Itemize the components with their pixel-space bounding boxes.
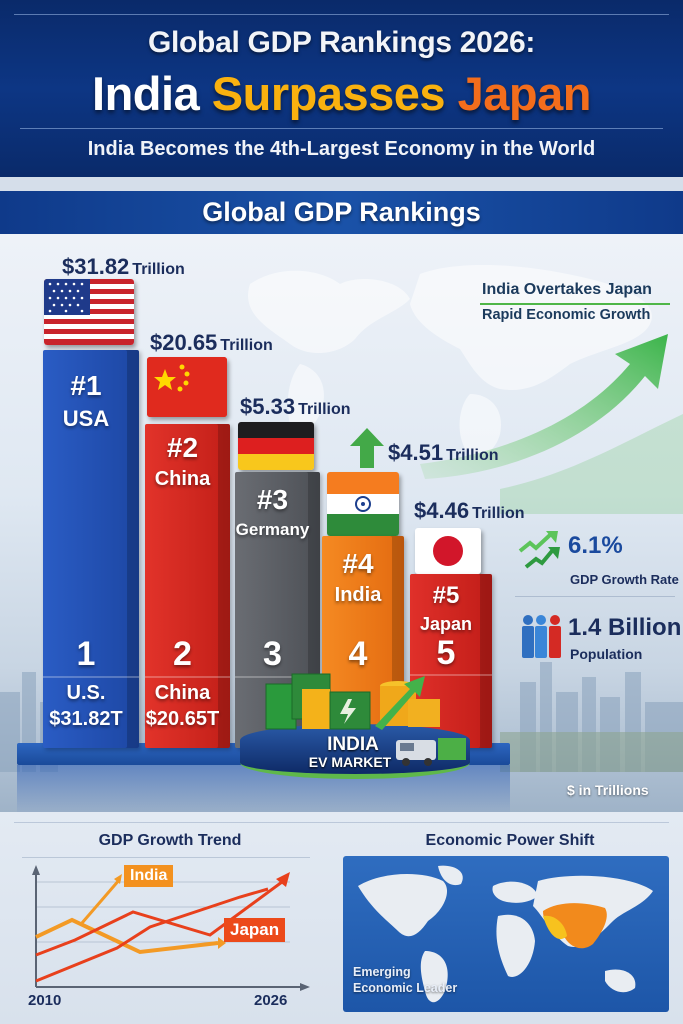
value-label-japan: $4.46 Trillion	[414, 498, 525, 523]
header-top-rule	[14, 14, 669, 15]
separator-band	[0, 177, 683, 191]
bar-japan-rank: #5	[432, 582, 460, 609]
page-subtitle: India Becomes the 4th-Largest Economy in…	[87, 138, 596, 160]
ev-market-subtitle: EV MARKET	[308, 754, 392, 770]
bar-usa-rank: #1	[70, 370, 102, 401]
value-label-germany: $5.33 Trillion	[240, 394, 351, 419]
units-note: $ in Trillions	[567, 782, 649, 798]
power-shift-caption: Emerging Economic Leader	[353, 965, 458, 995]
trend-label-india: India	[124, 865, 174, 887]
gdp-bar-chart: India Overtakes Japan Rapid Economic Gro…	[0, 234, 683, 812]
page-title-line1: Global GDP Rankings 2026:	[147, 26, 536, 59]
bar-china-short-name: China	[154, 682, 211, 704]
value-label-india: $4.51 Trillion	[388, 440, 499, 465]
germany-flag-icon	[238, 422, 314, 470]
bar-india-big-rank: 4	[348, 635, 368, 673]
ev-market-title: INDIA	[327, 734, 379, 755]
bar-usa: #1 USA 1 U.S. $31.82T	[43, 350, 139, 748]
usa-flag-icon	[44, 279, 134, 345]
trend-label-japan: Japan	[224, 918, 286, 942]
india-flag-icon	[327, 472, 399, 536]
population-label: Population	[570, 646, 643, 662]
bar-usa-big-rank: 1	[76, 635, 96, 673]
callout-subtitle: Rapid Economic Growth	[482, 307, 651, 323]
value-label-china: $20.65 Trillion	[150, 330, 273, 355]
bar-india-country: India	[334, 584, 382, 606]
growth-rate-label: GDP Growth Rate	[570, 572, 679, 587]
bar-germany-big-rank: 3	[263, 635, 282, 673]
trend-year-start: 2010	[28, 992, 62, 1009]
bar-usa-country: USA	[62, 406, 110, 431]
world-map-background	[248, 264, 652, 457]
battery-coins-icon	[265, 673, 440, 730]
bar-china-big-rank: 2	[173, 635, 192, 673]
bar-germany-rank: #3	[256, 484, 289, 515]
header-banner: Global GDP Rankings 2026: India Surpasse…	[0, 0, 683, 177]
world-map-icon	[358, 865, 653, 1003]
bar-india-rank: #4	[342, 548, 374, 579]
bar-japan-country: Japan	[419, 614, 473, 634]
header-mid-rule	[20, 128, 663, 129]
city-skyline-background	[0, 662, 683, 772]
ev-market-platform	[240, 724, 470, 779]
bottom-panels: GDP Growth Trend India Japan 2010 2026 E…	[0, 812, 683, 1024]
title-word-india: India	[92, 67, 200, 120]
section-title: Global GDP Rankings	[0, 191, 683, 234]
value-label-usa: $31.82 Trillion	[62, 254, 185, 279]
power-shift-title: Economic Power Shift	[425, 832, 595, 849]
up-arrow-icon	[350, 428, 384, 468]
trend-line-chart	[32, 865, 310, 991]
bar-china: #2 China 2 China $20.65T	[145, 424, 230, 748]
title-word-japan: Japan	[457, 67, 592, 120]
bar-china-short-value: $20.65T	[145, 708, 220, 730]
trend-year-end: 2026	[254, 992, 288, 1009]
china-flag-icon	[147, 357, 227, 417]
bar-usa-short-name: U.S.	[66, 682, 106, 704]
callout-rule	[480, 303, 670, 305]
bar-germany-country: Germany	[235, 520, 310, 539]
bar-japan-big-rank: 5	[436, 634, 456, 672]
growth-arrow-icon	[420, 334, 683, 514]
bar-china-country: China	[154, 468, 211, 490]
bar-usa-short-value: $31.82T	[49, 708, 123, 730]
japan-flag-icon	[415, 528, 481, 574]
bar-china-rank: #2	[166, 432, 199, 463]
page-title-line2: India Surpasses Japan	[0, 66, 683, 121]
title-word-surpasses: Surpasses	[211, 67, 446, 120]
trend-chart-title: GDP Growth Trend	[98, 832, 242, 849]
population-value: 1.4 Billion	[568, 614, 682, 641]
callout-title: India Overtakes Japan	[482, 281, 652, 298]
growth-trend-icon	[518, 531, 560, 569]
power-shift-map: Emerging Economic Leader	[343, 856, 669, 1012]
ev-truck-icon	[396, 738, 466, 766]
population-icon	[522, 615, 561, 658]
growth-rate-value: 6.1%	[568, 532, 623, 559]
